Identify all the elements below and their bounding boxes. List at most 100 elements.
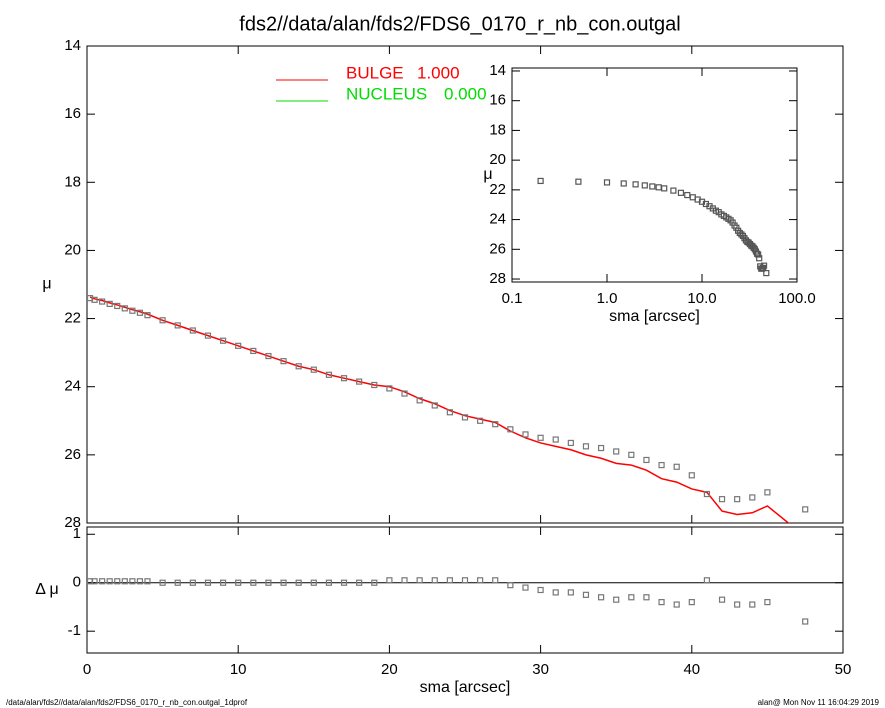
y-tick-label: 1 xyxy=(73,525,81,542)
data-point xyxy=(189,579,196,586)
data-point xyxy=(99,298,106,305)
y-tick-label: 22 xyxy=(489,181,506,198)
data-point xyxy=(446,409,453,416)
data-point xyxy=(537,434,544,441)
data-point xyxy=(129,307,136,314)
data-point xyxy=(250,347,257,355)
data-point xyxy=(386,385,393,392)
y-tick-label: 26 xyxy=(489,240,506,257)
data-point xyxy=(749,494,756,501)
data-point xyxy=(174,579,181,586)
data-point xyxy=(597,594,605,601)
data-point xyxy=(461,577,469,584)
data-point xyxy=(552,436,559,443)
data-point xyxy=(703,490,711,498)
data-point xyxy=(718,596,726,603)
y-tick-label: 18 xyxy=(489,121,506,138)
data-point xyxy=(340,375,348,382)
y-tick-label: 14 xyxy=(64,37,81,54)
plot-frame xyxy=(86,526,844,654)
data-point xyxy=(431,577,438,584)
x-tick-label: 10.0 xyxy=(687,290,716,307)
y-axis-label: μ xyxy=(483,166,492,183)
data-point xyxy=(356,579,363,586)
data-point xyxy=(265,579,272,586)
legend-value: 1.000 xyxy=(417,63,460,82)
x-axis-label: sma [arcsec] xyxy=(420,679,511,696)
legend-label: NUCLEUS xyxy=(346,84,427,103)
data-point xyxy=(658,599,665,606)
plot-frame xyxy=(511,67,798,283)
data-point xyxy=(219,337,227,344)
data-point xyxy=(265,352,272,360)
y-tick-label: 14 xyxy=(489,62,506,79)
data-point xyxy=(416,577,423,584)
data-point xyxy=(114,302,121,310)
x-tick-label: 20 xyxy=(381,661,398,678)
data-point xyxy=(763,269,770,277)
data-point xyxy=(446,577,453,584)
y-tick-label: 18 xyxy=(64,173,81,190)
data-point xyxy=(567,439,574,447)
data-point xyxy=(219,579,227,586)
data-point xyxy=(582,591,590,598)
y-axis-label: μ xyxy=(42,276,51,293)
x-tick-label: 0.1 xyxy=(502,290,523,307)
data-point xyxy=(522,431,529,438)
data-point xyxy=(613,596,620,603)
data-point xyxy=(673,601,680,608)
data-point xyxy=(688,472,695,479)
data-point xyxy=(522,584,529,591)
x-tick-label: 0 xyxy=(83,661,91,678)
data-point xyxy=(575,178,582,185)
data-point xyxy=(106,578,113,585)
x-tick-label: 1.0 xyxy=(597,290,618,307)
data-point xyxy=(802,618,809,625)
y-tick-label: 28 xyxy=(489,270,506,287)
x-tick-label: 30 xyxy=(532,661,549,678)
legend-label: BULGE xyxy=(346,63,404,82)
data-point xyxy=(461,414,469,421)
data-point xyxy=(295,579,302,586)
y-tick-label: 28 xyxy=(64,514,81,531)
plot-area xyxy=(537,177,770,277)
y-tick-label: 24 xyxy=(489,211,506,228)
data-point xyxy=(734,496,741,503)
data-point xyxy=(204,332,212,339)
data-point xyxy=(756,255,763,262)
data-point xyxy=(340,579,348,586)
y-tick-label: -1 xyxy=(68,622,81,639)
legend-value: 0.000 xyxy=(444,84,487,103)
data-point xyxy=(144,578,151,585)
data-point xyxy=(764,599,771,606)
data-point xyxy=(159,579,166,586)
data-point xyxy=(718,496,726,503)
data-point xyxy=(643,594,650,601)
data-point xyxy=(603,179,611,186)
data-point xyxy=(764,489,771,496)
plot-frame xyxy=(86,45,844,524)
y-tick-label: 20 xyxy=(64,241,81,258)
y-tick-label: 20 xyxy=(489,151,506,168)
data-point xyxy=(310,366,317,373)
data-point xyxy=(641,182,648,189)
y-tick-label: 0 xyxy=(73,574,81,591)
data-point xyxy=(477,417,484,424)
y-tick-label: 16 xyxy=(489,92,506,109)
data-point xyxy=(477,577,484,584)
data-point xyxy=(144,312,151,319)
data-point xyxy=(632,181,639,188)
data-point xyxy=(416,397,423,404)
data-point xyxy=(114,578,121,585)
data-point xyxy=(643,456,650,464)
data-point xyxy=(235,579,242,586)
data-point xyxy=(670,187,677,194)
data-point xyxy=(628,451,635,458)
x-axis-label: sma [arcsec] xyxy=(609,308,700,325)
chart-title: fds2//data/alan/fds2/FDS6_0170_r_nb_con.… xyxy=(239,13,680,35)
plot-area xyxy=(87,295,809,523)
data-point xyxy=(582,443,590,450)
data-point xyxy=(250,579,257,586)
data-point xyxy=(386,577,393,584)
